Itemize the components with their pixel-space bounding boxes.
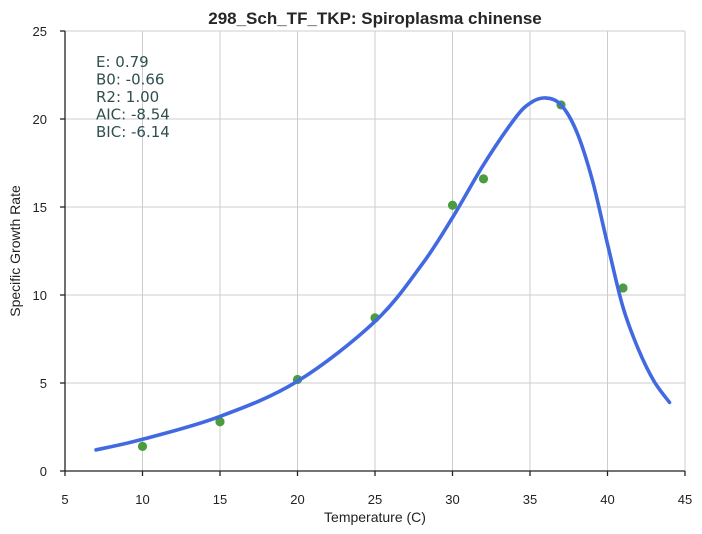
data-point <box>478 174 489 184</box>
x-tick-label: 35 <box>523 492 537 507</box>
y-tick-label: 15 <box>33 200 47 215</box>
y-tick-label: 20 <box>33 112 47 127</box>
x-tick-label: 15 <box>213 492 227 507</box>
x-axis-label: Temperature (C) <box>324 509 426 525</box>
x-tick-label: 30 <box>445 492 459 507</box>
fitted-curve <box>94 96 672 452</box>
y-tick-label: 25 <box>33 24 47 39</box>
x-tick-label: 10 <box>135 492 149 507</box>
stat-line: AIC: -8.54 <box>96 106 170 124</box>
y-tick-label: 10 <box>33 288 47 303</box>
stat-line: R2: 1.00 <box>96 88 159 106</box>
x-tick-label: 45 <box>678 492 692 507</box>
data-point <box>137 441 148 451</box>
y-tick-label: 0 <box>40 464 47 479</box>
data-point <box>447 200 458 210</box>
x-tick-label: 25 <box>368 492 382 507</box>
stat-line: E: 0.79 <box>96 53 149 71</box>
data-point <box>215 417 225 427</box>
chart-title: 298_Sch_TF_TKP: Spiroplasma chinense <box>208 9 542 28</box>
x-tick-label: 40 <box>600 492 614 507</box>
y-axis-label: Specific Growth Rate <box>7 185 23 317</box>
data-point <box>618 283 628 293</box>
stat-line: B0: -0.66 <box>96 71 164 89</box>
x-tick-label: 5 <box>61 492 68 507</box>
y-tick-label: 5 <box>40 376 47 391</box>
x-tick-label: 20 <box>290 492 304 507</box>
series <box>94 96 672 452</box>
stat-line: BIC: -6.14 <box>96 123 170 141</box>
